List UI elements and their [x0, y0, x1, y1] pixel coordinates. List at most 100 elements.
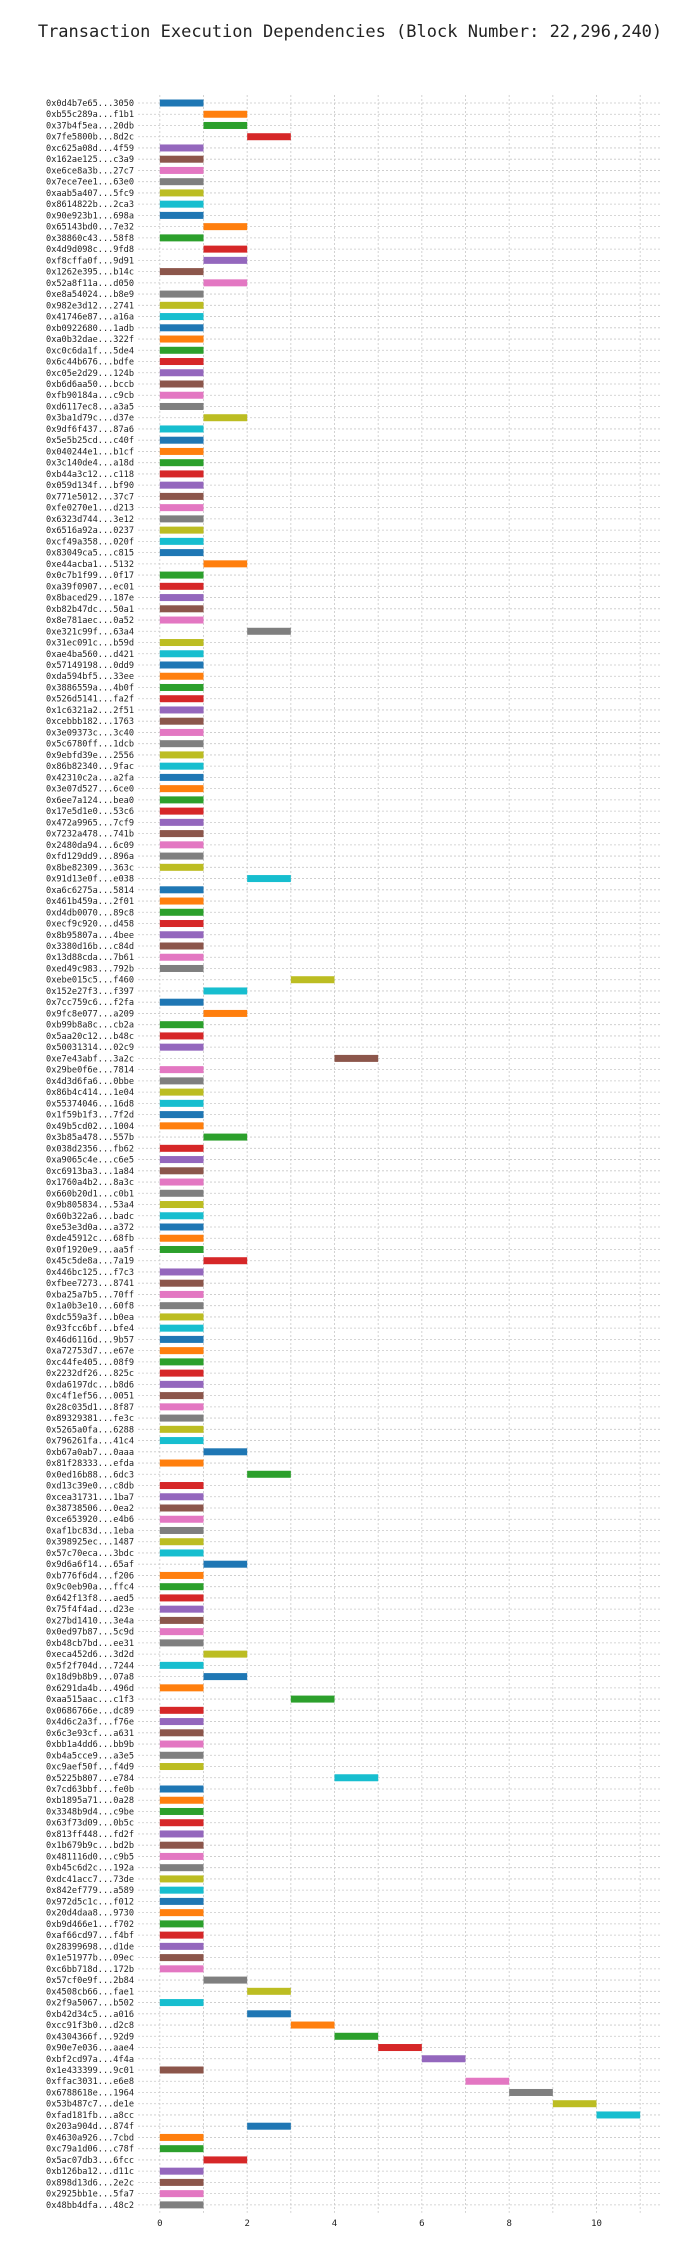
- y-tick-label: 0x9df6f437...87a6: [46, 425, 134, 435]
- bar: [159, 1066, 204, 1074]
- bar: [159, 582, 204, 590]
- bar: [159, 920, 204, 928]
- y-tick-label: 0xcebbb182...1763: [46, 717, 134, 727]
- y-tick-label: 0xaa515aac...c1f3: [46, 1695, 134, 1705]
- y-tick-label: 0xc6bb718d...172b: [46, 1965, 134, 1975]
- bar: [159, 1482, 204, 1490]
- y-tick-label: 0x65143bd0...7e32: [46, 223, 134, 233]
- y-tick-label: 0xaf66cd97...f4bf: [46, 1931, 134, 1941]
- bar: [203, 245, 248, 253]
- bar: [203, 256, 248, 264]
- bar: [290, 1695, 335, 1703]
- y-tick-label: 0x982e3d12...2741: [46, 301, 134, 311]
- y-tick-label: 0x91d13e0f...e038: [46, 875, 134, 885]
- y-tick-label: 0x1c6321a2...2f51: [46, 706, 134, 716]
- y-tick-label: 0x3e07d527...6ce0: [46, 785, 134, 795]
- bar: [159, 762, 204, 770]
- bar: [159, 324, 204, 332]
- bar: [159, 2167, 204, 2175]
- bar: [159, 1493, 204, 1501]
- y-tick-label: 0x63f73d09...0b5c: [46, 1819, 134, 1829]
- y-tick-label: 0xe7e43abf...3a2c: [46, 1054, 134, 1064]
- bar: [159, 661, 204, 669]
- y-tick-label: 0xf8cffa0f...9d91: [46, 256, 134, 266]
- y-tick-label: 0x4d9d098c...9fd8: [46, 245, 134, 255]
- x-tick-label: 4: [332, 2219, 337, 2229]
- bar: [159, 1841, 204, 1849]
- bar: [159, 234, 204, 242]
- bar: [159, 1785, 204, 1793]
- bar: [159, 549, 204, 557]
- bar: [247, 1987, 291, 1995]
- y-tick-label: 0x9d6a6f14...65af: [46, 1560, 134, 1570]
- bar: [159, 346, 204, 354]
- bar: [290, 976, 335, 984]
- y-tick-label: 0xa39f0907...ec01: [46, 582, 134, 592]
- y-tick-label: 0x5c6780ff...1dcb: [46, 740, 134, 750]
- y-tick-label: 0x5225b807...e784: [46, 1774, 134, 1784]
- y-tick-label: 0x1e51977b...09ec: [46, 1954, 134, 1964]
- bar: [159, 155, 204, 163]
- y-tick-label: 0x660b20d1...c0b1: [46, 1189, 134, 1199]
- bar: [159, 189, 204, 197]
- bar: [159, 1122, 204, 1130]
- y-tick-label: 0x5ac07db3...6fcc: [46, 2156, 134, 2166]
- y-tick-label: 0xfd129dd9...896a: [46, 852, 134, 862]
- y-tick-label: 0x93fcc6bf...bfe4: [46, 1324, 134, 1334]
- y-tick-label: 0x28c035d1...8f87: [46, 1403, 134, 1413]
- bar: [247, 133, 291, 141]
- y-tick-label: 0x75f4f4ad...d23e: [46, 1605, 134, 1615]
- y-tick-label: 0xba25a7b5...70ff: [46, 1290, 134, 1300]
- y-tick-label: 0x7232a478...741b: [46, 830, 134, 840]
- y-tick-label: 0x83049ca5...c815: [46, 549, 134, 559]
- y-tick-label: 0x0f1920e9...aa5f: [46, 1245, 134, 1255]
- bar: [159, 1144, 204, 1152]
- x-tick-label: 2: [244, 2219, 249, 2229]
- bar: [159, 616, 204, 624]
- bar: [596, 2111, 641, 2119]
- y-tick-label: 0xa0b32dae...322f: [46, 335, 134, 345]
- bar: [203, 987, 248, 995]
- y-tick-label: 0xc4f1ef56...0051: [46, 1392, 134, 1402]
- bar: [159, 1189, 204, 1197]
- bar: [159, 1571, 204, 1579]
- bar: [159, 2066, 204, 2074]
- y-tick-label: 0x9ebfd39e...2556: [46, 751, 134, 761]
- chart-title: Transaction Execution Dependencies (Bloc…: [37, 22, 663, 42]
- bar: [159, 515, 204, 523]
- bar: [159, 863, 204, 871]
- bar: [159, 290, 204, 298]
- bar: [159, 1178, 204, 1186]
- bar: [159, 807, 204, 815]
- y-tick-label: 0xa9065c4e...c6e5: [46, 1156, 134, 1166]
- bar: [159, 908, 204, 916]
- bar: [159, 605, 204, 613]
- bar: [159, 537, 204, 545]
- y-tick-label: 0x46d6116d...9b57: [46, 1335, 134, 1345]
- bar: [159, 1740, 204, 1748]
- y-tick-label: 0x040244e1...b1cf: [46, 447, 134, 457]
- y-tick-label: 0x1b679b9c...bd2b: [46, 1841, 134, 1851]
- bar: [334, 2032, 379, 2040]
- y-tick-label: 0x4630a926...7cbd: [46, 2133, 134, 2143]
- bar: [203, 1448, 248, 1456]
- bar: [159, 1852, 204, 1860]
- bar: [159, 942, 204, 950]
- bar: [159, 740, 204, 748]
- y-tick-label: 0xfbee7273...8741: [46, 1279, 134, 1289]
- bar: [159, 504, 204, 512]
- bar-series: [159, 99, 641, 2209]
- bar: [159, 1021, 204, 1029]
- bar: [159, 1931, 204, 1939]
- bar: [159, 672, 204, 680]
- y-tick-label: 0x13d88cda...7b61: [46, 953, 134, 963]
- bar: [159, 728, 204, 736]
- y-tick-label: 0x57cf0e9f...2b84: [46, 1976, 134, 1986]
- y-tick-label: 0x813ff448...fd2f: [46, 1830, 134, 1840]
- y-tick-label: 0x41746e87...a16a: [46, 313, 134, 323]
- bar: [159, 1347, 204, 1355]
- x-tick-label: 0: [157, 2219, 162, 2229]
- y-tick-label: 0x2925bb1e...5fa7: [46, 2190, 134, 2200]
- bar: [159, 1077, 204, 1085]
- y-tick-label: 0x6291da4b...496d: [46, 1684, 134, 1694]
